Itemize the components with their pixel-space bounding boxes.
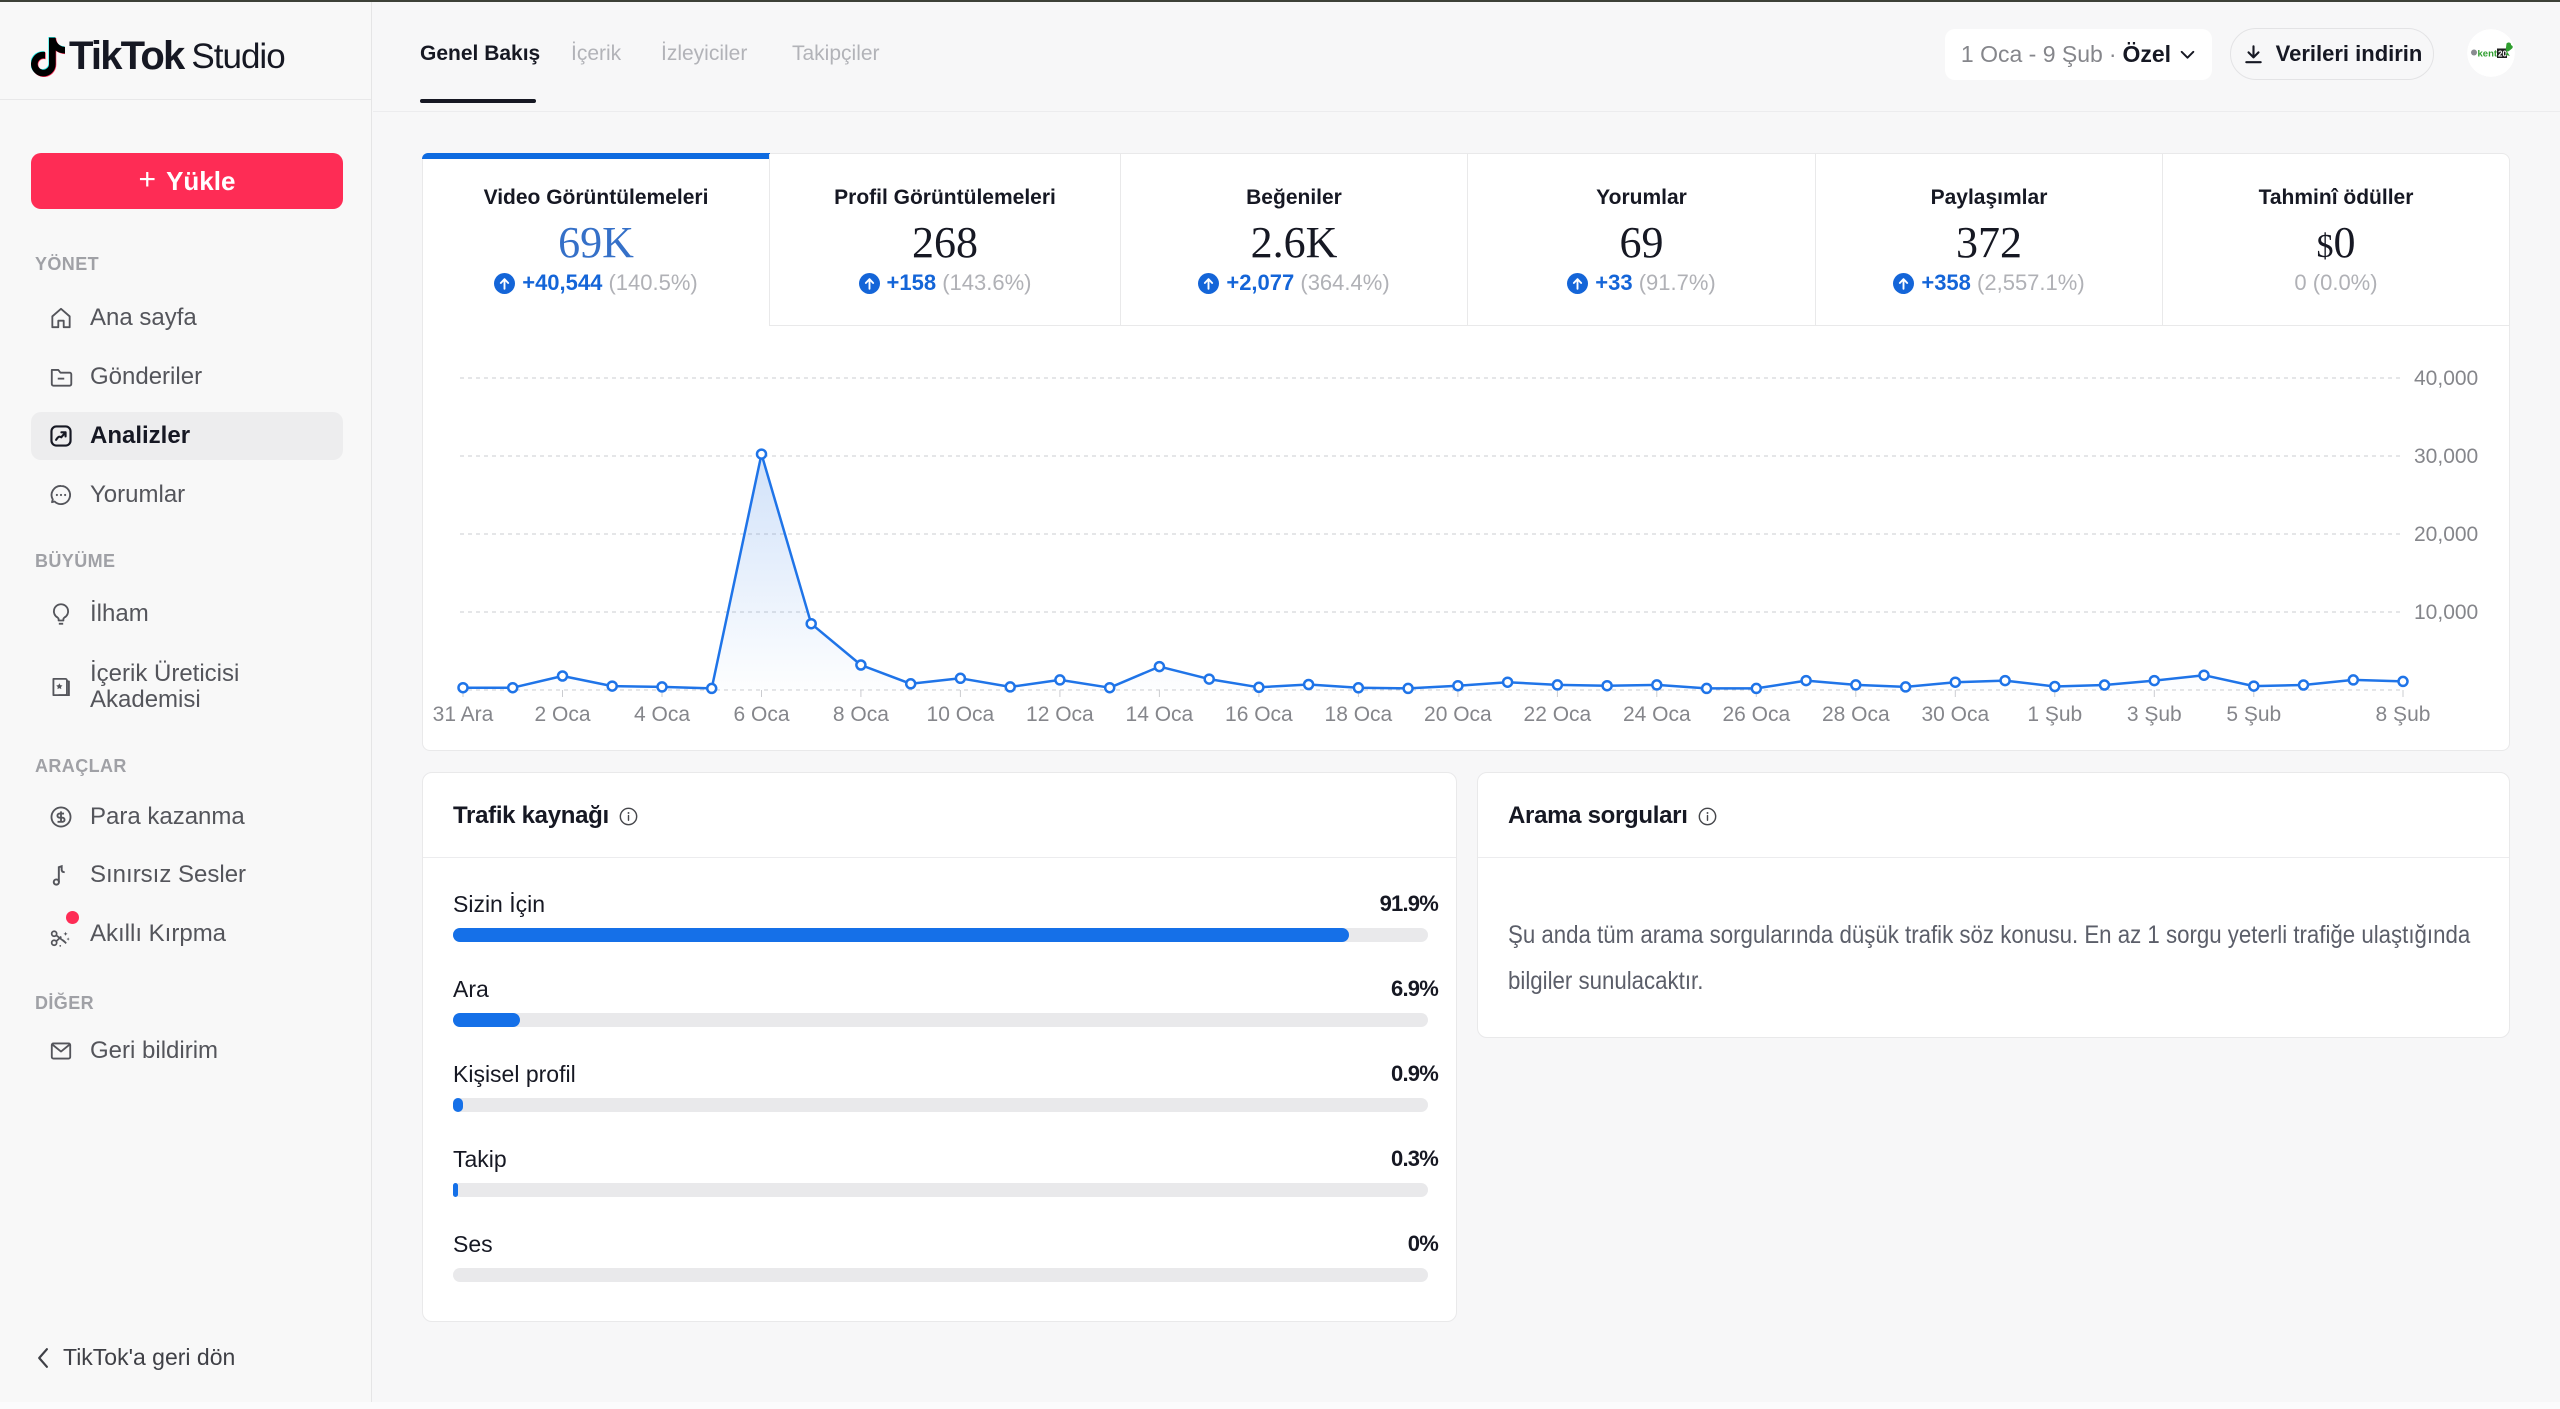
svg-text:30,000: 30,000	[2414, 445, 2478, 468]
svg-text:10 Oca: 10 Oca	[927, 703, 995, 726]
svg-text:6 Oca: 6 Oca	[733, 703, 789, 726]
svg-text:20,000: 20,000	[2414, 523, 2478, 546]
svg-text:1 Şub: 1 Şub	[2027, 703, 2082, 726]
svg-text:8 Şub: 8 Şub	[2376, 703, 2431, 726]
svg-text:16 Oca: 16 Oca	[1225, 703, 1293, 726]
svg-text:22 Oca: 22 Oca	[1524, 703, 1592, 726]
svg-text:40,000: 40,000	[2414, 367, 2478, 390]
svg-text:20: 20	[2498, 50, 2507, 59]
svg-text:26 Oca: 26 Oca	[1722, 703, 1790, 726]
svg-text:18 Oca: 18 Oca	[1325, 703, 1393, 726]
svg-text:30 Oca: 30 Oca	[1921, 703, 1989, 726]
svg-text:10,000: 10,000	[2414, 601, 2478, 624]
svg-text:14 Oca: 14 Oca	[1126, 703, 1194, 726]
svg-text:2 Oca: 2 Oca	[534, 703, 590, 726]
svg-text:28 Oca: 28 Oca	[1822, 703, 1890, 726]
svg-text:8 Oca: 8 Oca	[833, 703, 889, 726]
svg-text:3 Şub: 3 Şub	[2127, 703, 2182, 726]
svg-text:5 Şub: 5 Şub	[2226, 703, 2281, 726]
svg-text:31 Ara: 31 Ara	[433, 703, 494, 726]
svg-text:kent: kent	[2478, 49, 2498, 60]
svg-text:12 Oca: 12 Oca	[1026, 703, 1094, 726]
svg-text:24 Oca: 24 Oca	[1623, 703, 1691, 726]
svg-text:4 Oca: 4 Oca	[634, 703, 690, 726]
svg-text:20 Oca: 20 Oca	[1424, 703, 1492, 726]
